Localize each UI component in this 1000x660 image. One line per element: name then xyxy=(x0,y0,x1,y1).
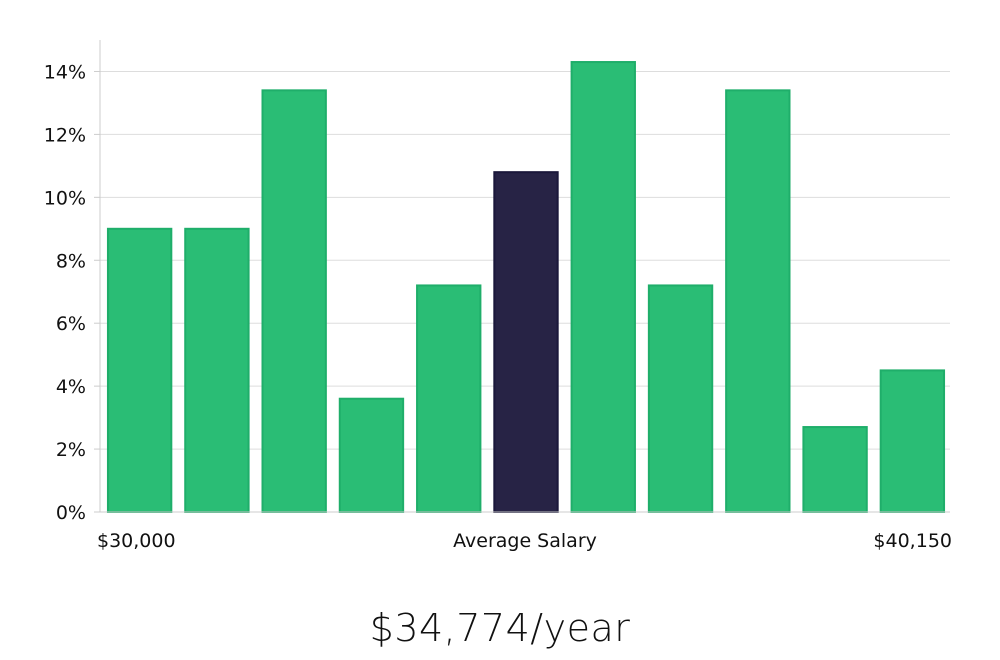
salary-bar xyxy=(338,397,405,513)
salary-bar xyxy=(802,426,868,514)
x-axis-max-label: $40,150 xyxy=(873,530,952,552)
y-tick-label: 6% xyxy=(56,313,86,335)
average-salary-value: $34,774/year xyxy=(369,606,631,650)
salary-bar xyxy=(261,89,327,513)
y-tick-label: 14% xyxy=(44,61,86,83)
y-tick-label: 2% xyxy=(56,439,86,461)
salary-bar xyxy=(570,61,636,513)
y-tick-label: 0% xyxy=(56,502,86,524)
salary-bar xyxy=(416,284,482,513)
salary-bar xyxy=(879,369,946,513)
salary-histogram-chart: 0% 2% 4% 6% 8% 10% 12% 14% $30,000 Average Sala… xyxy=(44,40,952,552)
x-axis-min-label: $30,000 xyxy=(97,530,176,552)
y-tick-label: 10% xyxy=(44,187,86,209)
y-tick-label: 12% xyxy=(44,124,86,146)
y-axis-ticks: 0% 2% 4% 6% 8% 10% 12% 14% xyxy=(44,61,100,524)
x-axis-title: Average Salary xyxy=(453,530,597,552)
bars xyxy=(106,61,946,514)
y-tick-label: 8% xyxy=(56,250,86,272)
salary-bar xyxy=(647,284,714,513)
salary-bar xyxy=(106,227,173,514)
y-tick-label: 4% xyxy=(56,376,86,398)
average-salary-bar xyxy=(493,171,559,513)
salary-bar xyxy=(725,89,791,513)
salary-bar xyxy=(184,227,250,514)
